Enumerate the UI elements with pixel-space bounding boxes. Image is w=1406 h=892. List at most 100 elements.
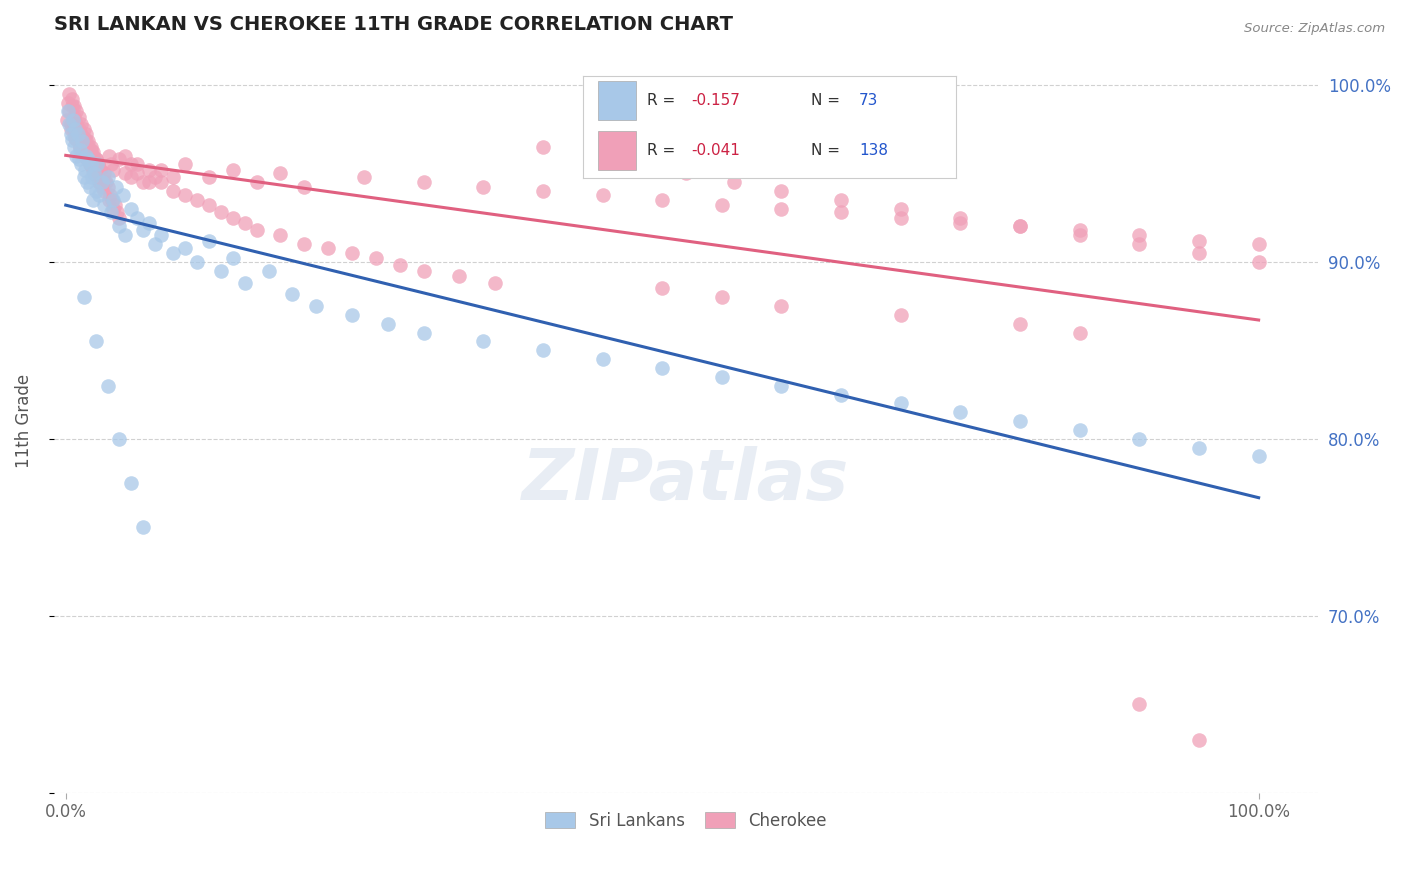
- Point: [69, 144, 91, 158]
- Text: 138: 138: [859, 144, 889, 158]
- Point: [108, 152, 131, 166]
- Point: [72, 290, 94, 304]
- Point: [80, 157, 103, 171]
- Point: [1010, 414, 1032, 428]
- Point: [103, 202, 125, 216]
- Point: [222, 252, 245, 266]
- Point: [222, 211, 245, 225]
- Point: [209, 205, 232, 219]
- Point: [104, 198, 127, 212]
- Legend: Sri Lankans, Cherokee: Sri Lankans, Cherokee: [538, 805, 834, 837]
- Point: [76, 152, 98, 166]
- Point: [412, 326, 434, 340]
- Point: [531, 140, 554, 154]
- Point: [292, 180, 315, 194]
- Point: [65, 131, 87, 145]
- Point: [60, 92, 83, 106]
- Point: [186, 254, 208, 268]
- Point: [150, 175, 173, 189]
- Point: [723, 175, 745, 189]
- Point: [710, 198, 733, 212]
- Point: [108, 432, 131, 446]
- Point: [710, 290, 733, 304]
- Point: [96, 169, 118, 184]
- Point: [58, 117, 80, 131]
- Point: [72, 169, 94, 184]
- Point: [150, 228, 173, 243]
- Point: [198, 169, 221, 184]
- Point: [103, 162, 125, 177]
- Point: [412, 175, 434, 189]
- Point: [94, 175, 117, 189]
- Text: Source: ZipAtlas.com: Source: ZipAtlas.com: [1244, 22, 1385, 36]
- Text: -0.157: -0.157: [692, 93, 741, 108]
- Point: [1188, 234, 1211, 248]
- Point: [56, 113, 79, 128]
- Point: [70, 117, 93, 131]
- Point: [269, 228, 291, 243]
- Point: [84, 334, 107, 349]
- Point: [63, 110, 86, 124]
- Point: [114, 148, 136, 162]
- Text: R =: R =: [647, 144, 681, 158]
- Point: [281, 286, 304, 301]
- Point: [209, 263, 232, 277]
- Point: [76, 175, 98, 189]
- Point: [73, 148, 96, 162]
- Point: [1247, 254, 1270, 268]
- Point: [84, 152, 107, 166]
- Point: [63, 140, 86, 154]
- Point: [949, 211, 972, 225]
- Point: [627, 157, 650, 171]
- Point: [770, 184, 793, 198]
- Point: [89, 162, 111, 177]
- Point: [592, 187, 614, 202]
- Point: [67, 122, 90, 136]
- Point: [890, 396, 912, 410]
- Point: [83, 166, 105, 180]
- Point: [449, 268, 471, 283]
- Point: [651, 281, 673, 295]
- Point: [484, 276, 506, 290]
- Text: R =: R =: [647, 93, 681, 108]
- Point: [1188, 732, 1211, 747]
- Point: [98, 187, 121, 202]
- Point: [67, 110, 90, 124]
- Point: [67, 152, 90, 166]
- Y-axis label: 11th Grade: 11th Grade: [15, 374, 32, 468]
- Point: [96, 175, 118, 189]
- Text: N =: N =: [811, 93, 845, 108]
- Point: [97, 148, 120, 162]
- Point: [69, 140, 91, 154]
- Point: [93, 184, 115, 198]
- Point: [91, 169, 114, 184]
- Point: [257, 263, 280, 277]
- Point: [1069, 326, 1091, 340]
- Point: [388, 258, 411, 272]
- Point: [1188, 246, 1211, 260]
- Point: [162, 169, 184, 184]
- Point: [292, 237, 315, 252]
- Point: [80, 140, 103, 154]
- Point: [531, 343, 554, 358]
- Point: [162, 246, 184, 260]
- Point: [58, 87, 80, 101]
- Point: [138, 216, 160, 230]
- Point: [592, 352, 614, 367]
- Point: [890, 308, 912, 322]
- Point: [97, 193, 120, 207]
- Point: [531, 184, 554, 198]
- Point: [472, 180, 495, 194]
- Point: [830, 193, 852, 207]
- Point: [305, 299, 328, 313]
- Point: [1188, 441, 1211, 455]
- Point: [316, 241, 339, 255]
- Point: [59, 122, 82, 136]
- Point: [65, 131, 87, 145]
- Point: [269, 166, 291, 180]
- Bar: [599, 131, 636, 170]
- Point: [77, 140, 100, 154]
- Point: [70, 128, 93, 142]
- Point: [108, 211, 131, 225]
- Point: [675, 166, 697, 180]
